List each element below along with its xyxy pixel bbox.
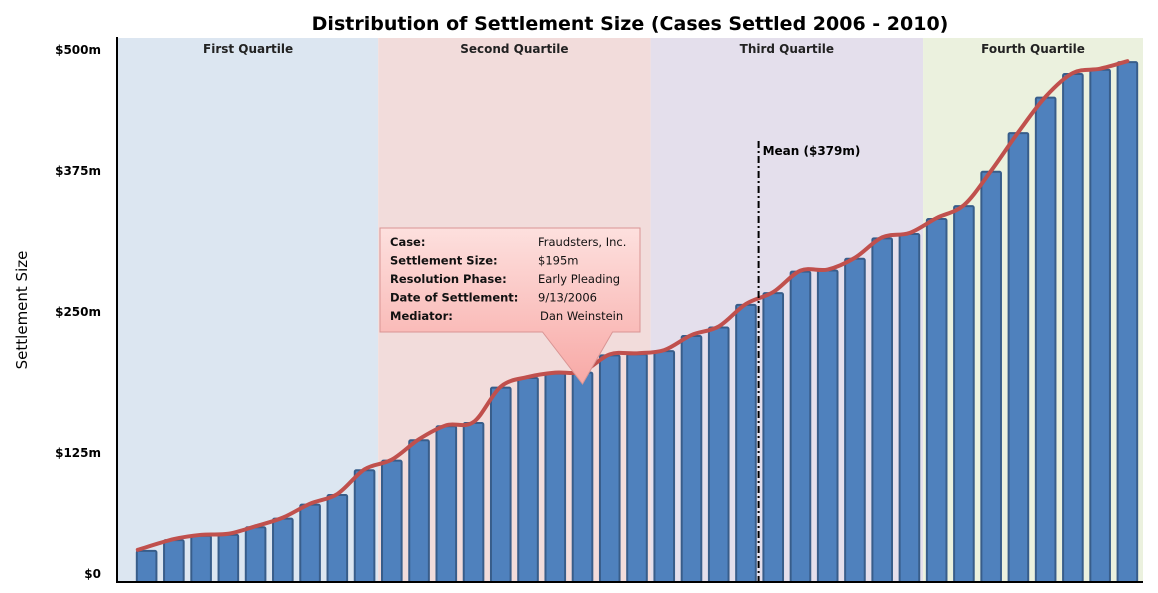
bar [844, 257, 866, 583]
y-tick-labels: $0 $125m $250m $375m $500m [55, 43, 101, 581]
bar [762, 292, 785, 583]
bar [408, 439, 430, 583]
bar [953, 205, 975, 583]
bar [1116, 61, 1139, 583]
bar [925, 217, 948, 583]
chart-title: Distribution of Settlement Size (Cases S… [312, 13, 949, 35]
callout-shape [379, 227, 641, 385]
callout-key: Date of Settlement: [390, 291, 518, 305]
callout-key: Resolution Phase: [390, 272, 507, 286]
bar [299, 503, 321, 583]
callout-value: Dan Weinstein [540, 309, 623, 323]
bar [353, 469, 376, 583]
bar [326, 494, 349, 584]
quartile-label: First Quartile [203, 42, 293, 56]
y-tick-label: $250m [55, 305, 101, 319]
bar [435, 425, 458, 583]
bar [1034, 96, 1057, 583]
bar [898, 233, 921, 584]
trend-line [135, 59, 1130, 552]
bar [135, 549, 158, 584]
y-tick-label: $500m [55, 43, 101, 57]
bar [163, 539, 185, 584]
bar [544, 372, 567, 584]
y-tick-label: $125m [55, 446, 101, 460]
bar [462, 422, 485, 583]
y-tick-label: $0 [84, 567, 101, 581]
bar [598, 354, 621, 583]
bar [1062, 72, 1084, 584]
y-tick-label: $375m [55, 164, 101, 178]
quartile-label: Third Quartile [740, 42, 834, 56]
bar [381, 459, 403, 583]
bar [789, 270, 812, 583]
bar [571, 371, 594, 583]
bar [517, 376, 539, 583]
quartile-band [118, 38, 379, 582]
bar [871, 237, 893, 583]
callout-key: Mediator: [390, 309, 453, 323]
bar [980, 170, 1002, 583]
bar [653, 350, 676, 583]
y-axis-title: Settlement Size [13, 251, 31, 370]
bar [707, 326, 730, 583]
quartile-label: Second Quartile [460, 42, 568, 56]
quartile-label: Fourth Quartile [981, 42, 1085, 56]
callout-value: Fraudsters, Inc. [538, 235, 626, 249]
bar [272, 517, 294, 583]
callout-key: Settlement Size: [390, 254, 498, 268]
callout-value: 9/13/2006 [538, 291, 597, 305]
quartile-labels: First Quartile Second Quartile Third Quart… [203, 42, 1085, 56]
bar [489, 386, 512, 583]
callout-key: Case: [390, 235, 425, 249]
bar [244, 526, 267, 584]
mean-label: Mean ($379m) [763, 144, 861, 158]
bar [626, 353, 648, 584]
bar [217, 533, 240, 584]
bar [1007, 132, 1030, 583]
bar [816, 269, 839, 583]
bar [735, 303, 757, 583]
bar [190, 534, 212, 583]
callout-value: Early Pleading [538, 272, 620, 286]
bar [1089, 68, 1111, 583]
case-callout: Case: Fraudsters, Inc. Settlement Size: $19… [379, 227, 641, 385]
callout-value: $195m [538, 254, 578, 268]
bar [680, 335, 703, 583]
